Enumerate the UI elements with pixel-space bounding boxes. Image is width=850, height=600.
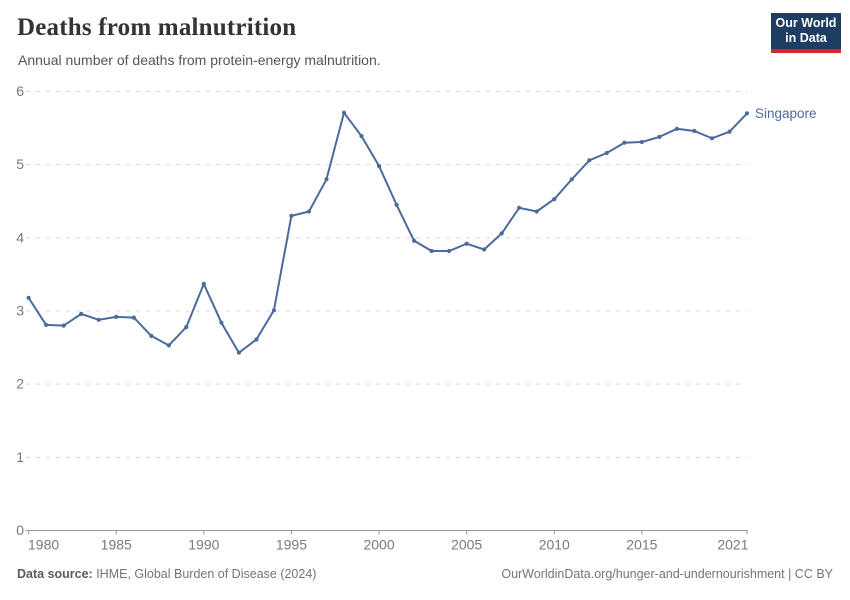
series-end-label[interactable]: Singapore [755, 106, 817, 121]
data-point[interactable] [569, 177, 574, 182]
data-point[interactable] [219, 320, 224, 325]
data-point[interactable] [534, 209, 539, 214]
data-point[interactable] [96, 317, 101, 322]
y-tick-label: 4 [16, 229, 24, 245]
x-tick-label: 2010 [539, 537, 570, 553]
series-line-singapore[interactable] [27, 111, 748, 354]
owid-logo-line2: in Data [785, 31, 827, 45]
data-point[interactable] [114, 314, 119, 319]
x-tick-label: 2000 [363, 537, 394, 553]
x-tick-label: 2021 [717, 537, 748, 553]
x-tick-label: 2015 [626, 537, 657, 553]
data-point[interactable] [622, 140, 627, 145]
data-point[interactable] [482, 247, 487, 252]
data-point[interactable] [79, 311, 84, 316]
data-point[interactable] [604, 150, 609, 156]
data-point[interactable] [709, 136, 715, 141]
x-tick-label: 1985 [101, 537, 132, 553]
data-point[interactable] [306, 209, 312, 214]
y-tick-label: 2 [16, 376, 24, 392]
data-point[interactable] [657, 134, 662, 139]
data-point[interactable] [184, 325, 189, 330]
x-tick-label: 1980 [28, 537, 59, 553]
data-point[interactable] [692, 128, 697, 134]
data-point[interactable] [289, 213, 294, 218]
data-point[interactable] [674, 126, 680, 131]
data-point[interactable] [201, 281, 206, 286]
data-point[interactable] [236, 350, 241, 355]
x-tick-label: 2005 [451, 537, 482, 553]
data-point[interactable] [429, 248, 434, 254]
page-title: Deaths from malnutrition [17, 14, 297, 41]
data-point[interactable] [552, 197, 557, 202]
y-tick-label: 5 [16, 156, 24, 172]
data-point[interactable] [359, 134, 364, 139]
data-point[interactable] [61, 323, 66, 328]
data-point[interactable] [341, 110, 347, 115]
chart-subtitle: Annual number of deaths from protein-ene… [18, 52, 381, 68]
data-point[interactable] [587, 158, 592, 163]
data-point[interactable] [271, 308, 276, 313]
data-source: Data source: IHME, Global Burden of Dise… [17, 567, 316, 581]
footer-link[interactable]: OurWorldinData.org/hunger-and-undernouri… [501, 567, 833, 581]
data-source-text: IHME, Global Burden of Disease (2024) [92, 567, 317, 581]
data-source-label: Data source: [17, 567, 93, 581]
data-point[interactable] [412, 238, 417, 243]
data-point[interactable] [254, 337, 259, 342]
data-point[interactable] [149, 333, 154, 338]
data-point[interactable] [499, 231, 504, 236]
x-tick-label: 1995 [276, 537, 307, 553]
data-point[interactable] [517, 205, 522, 210]
y-tick-label: 6 [16, 83, 24, 99]
data-point[interactable] [377, 164, 382, 169]
data-point[interactable] [447, 248, 452, 254]
data-point[interactable] [26, 295, 31, 300]
data-point[interactable] [639, 139, 645, 145]
data-point[interactable] [464, 241, 469, 246]
data-point[interactable] [727, 129, 732, 134]
data-point[interactable] [166, 343, 171, 348]
y-tick-label: 3 [16, 303, 24, 319]
data-point[interactable] [744, 111, 750, 116]
x-tick-label: 1990 [188, 537, 219, 553]
owid-logo[interactable]: Our World in Data [771, 13, 841, 53]
data-point[interactable] [324, 177, 329, 182]
data-point[interactable] [131, 315, 136, 320]
y-tick-label: 1 [16, 449, 24, 465]
data-point[interactable] [44, 322, 49, 327]
y-tick-label: 0 [16, 522, 24, 538]
data-point[interactable] [394, 202, 399, 207]
owid-logo-line1: Our World [775, 16, 837, 30]
